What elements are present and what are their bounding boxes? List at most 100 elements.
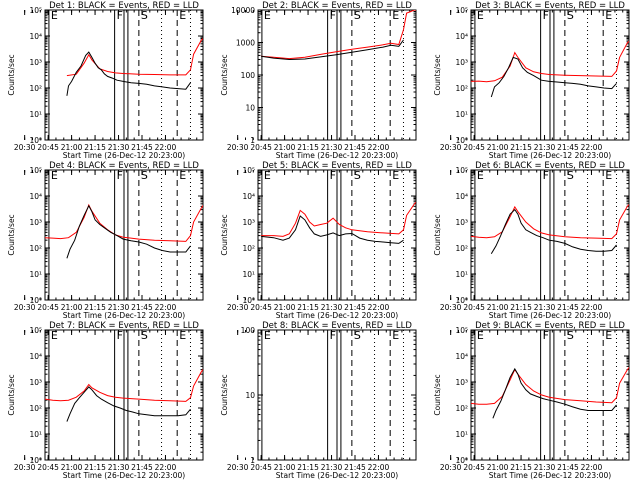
lld-series-line	[45, 203, 203, 242]
x-tick-label: 21:45	[131, 143, 153, 152]
x-tick-label: 21:30	[534, 143, 556, 152]
marker-letter-1: E	[264, 169, 271, 182]
events-series-line	[492, 367, 617, 419]
panel-title-7: Det 7: BLACK = Events, RED = LLD	[49, 321, 199, 331]
y-axis-label: Counts/sec	[220, 374, 229, 415]
lld-series-line	[471, 204, 629, 240]
x-axis-label: Start Time (26-Dec-12 20:23:00)	[63, 471, 185, 480]
x-tick-label: 21:45	[344, 143, 366, 152]
marker-letter-1: E	[477, 169, 484, 182]
lld-series-line	[45, 368, 203, 402]
x-tick-label: 21:45	[344, 463, 366, 472]
x-axis-label: Start Time (26-Dec-12 20:23:00)	[489, 471, 611, 480]
marker-letter-2: F	[330, 329, 336, 342]
y-tick-label: 10⁵	[29, 166, 42, 175]
x-tick-label: 21:30	[321, 143, 343, 152]
x-tick-label: 21:30	[108, 463, 130, 472]
y-axis-label: Counts/sec	[220, 214, 229, 255]
marker-letter-4: E	[605, 329, 612, 342]
x-tick-label: 22:00	[368, 143, 390, 152]
lld-series-line	[471, 40, 629, 83]
marker-letter-2: F	[117, 169, 123, 182]
x-tick-label: 22:00	[581, 303, 603, 312]
y-tick-label: 10²	[29, 244, 42, 253]
x-tick-label: 21:15	[84, 143, 106, 152]
y-tick-label: 10¹	[29, 270, 42, 279]
y-tick-label: 10⁵	[455, 6, 468, 15]
marker-letter-3: S	[141, 9, 148, 22]
x-tick-label: 21:00	[274, 303, 296, 312]
marker-letter-3: S	[354, 9, 361, 22]
y-tick-label: 10³	[29, 378, 42, 387]
y-tick-label: 10¹	[29, 110, 42, 119]
x-tick-label: 21:45	[557, 303, 579, 312]
x-tick-label: 20:45	[463, 463, 485, 472]
y-tick-label: 10³	[455, 378, 468, 387]
y-tick-label: 10⁵	[29, 326, 42, 335]
marker-letter-4: E	[605, 169, 612, 182]
panel-title-3: Det 3: BLACK = Events, RED = LLD	[475, 1, 625, 11]
x-tick-label: 21:15	[297, 303, 319, 312]
x-tick-label: 21:30	[534, 463, 556, 472]
marker-letter-3: S	[567, 9, 574, 22]
y-tick-label: 10²	[29, 84, 42, 93]
y-tick-label: 10²	[455, 244, 468, 253]
panel-title-9: Det 9: BLACK = Events, RED = LLD	[475, 321, 625, 331]
x-tick-label: 20:45	[463, 143, 485, 152]
x-tick-label: 21:00	[487, 303, 509, 312]
y-tick-label: 10⁰	[29, 456, 42, 465]
marker-letter-2: F	[330, 9, 336, 22]
y-tick-label: 100	[241, 71, 256, 80]
y-tick-label: 10⁵	[455, 166, 468, 175]
x-tick-label: 20:30	[227, 303, 249, 312]
marker-letter-1: E	[51, 9, 58, 22]
y-tick-label: 10²	[455, 84, 468, 93]
marker-letter-4: E	[605, 9, 612, 22]
y-tick-label: 10000	[231, 6, 255, 15]
x-axis-label: Start Time (26-Dec-12 20:23:00)	[276, 311, 398, 320]
y-axis-label: Counts/sec	[7, 214, 16, 255]
marker-letter-2: F	[117, 9, 123, 22]
x-tick-label: 21:00	[61, 463, 83, 472]
y-tick-label: 100	[241, 326, 256, 335]
marker-letter-1: E	[51, 329, 58, 342]
x-axis-label: Start Time (26-Dec-12 20:23:00)	[276, 471, 398, 480]
x-tick-label: 21:30	[108, 143, 130, 152]
marker-letter-3: S	[567, 169, 574, 182]
marker-letter-2: F	[543, 9, 549, 22]
y-tick-label: 10⁴	[455, 32, 468, 41]
x-axis-label: Start Time (26-Dec-12 20:23:00)	[63, 311, 185, 320]
events-series-line	[66, 51, 191, 96]
x-tick-label: 21:45	[131, 303, 153, 312]
x-tick-label: 20:30	[227, 143, 249, 152]
events-series-line	[490, 56, 617, 98]
x-tick-label: 22:00	[368, 463, 390, 472]
x-tick-label: 22:00	[155, 463, 177, 472]
x-tick-label: 20:45	[250, 303, 272, 312]
y-tick-label: 10	[245, 391, 255, 400]
y-tick-label: 10⁵	[29, 6, 42, 15]
x-tick-label: 21:15	[510, 463, 532, 472]
marker-letter-4: E	[392, 169, 399, 182]
y-tick-label: 10³	[455, 218, 468, 227]
x-tick-label: 22:00	[581, 143, 603, 152]
y-tick-label: 10⁰	[455, 456, 468, 465]
y-tick-label: 10⁴	[29, 32, 42, 41]
marker-letter-4: E	[179, 169, 186, 182]
y-tick-label: 10¹	[455, 110, 468, 119]
x-tick-label: 20:45	[37, 463, 59, 472]
x-tick-label: 21:00	[61, 303, 83, 312]
panel-title-5: Det 5: BLACK = Events, RED = LLD	[262, 161, 412, 171]
marker-letter-1: E	[264, 329, 271, 342]
x-tick-label: 21:30	[108, 303, 130, 312]
events-series-line	[66, 204, 191, 259]
y-tick-label: 10¹	[242, 270, 255, 279]
x-tick-label: 21:30	[321, 463, 343, 472]
marker-letter-4: E	[392, 9, 399, 22]
y-tick-label: 10²	[455, 404, 468, 413]
panel-title-8: Det 8: BLACK = Events, RED = LLD	[262, 321, 412, 331]
